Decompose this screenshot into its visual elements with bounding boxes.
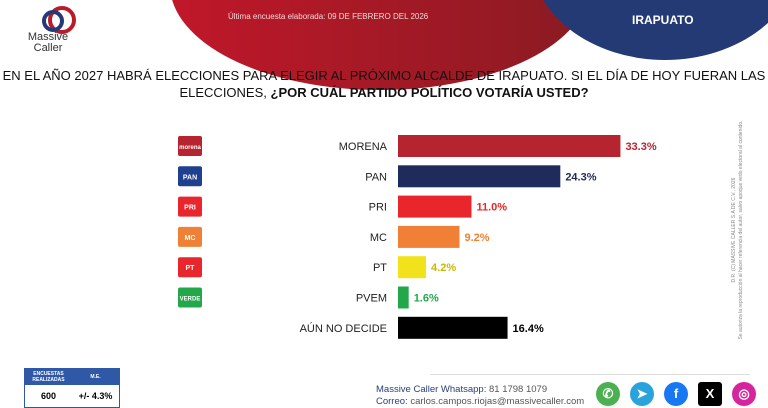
category-label: PAN <box>365 171 387 183</box>
x-icon[interactable]: X <box>698 382 722 406</box>
instagram-icon[interactable]: ◎ <box>732 382 756 406</box>
value-label: 24.3% <box>565 171 596 183</box>
whatsapp-number: 81 1798 1079 <box>489 384 548 395</box>
category-label: PT <box>373 262 387 274</box>
bar-morena <box>398 135 621 157</box>
question-text: EN EL AÑO 2027 HABRÁ ELECCIONES PARA ELE… <box>2 68 766 100</box>
party-logo-text: PT <box>186 265 196 272</box>
email-label: Correo: <box>376 396 408 407</box>
copyright-line: D.R. (C) MASSIVE CALLER S.A DE C.V., 202… <box>731 177 737 283</box>
whatsapp-label: Massive Caller Whatsapp: <box>376 384 487 395</box>
value-label: 16.4% <box>513 323 544 335</box>
party-logo-mc-icon <box>178 226 202 247</box>
sample-box: ENCUESTAS REALIZADAS M.E. 600 +/- 4.3% <box>24 368 120 408</box>
contact-info: Massive Caller Whatsapp: 81 1798 1079 Co… <box>376 384 584 408</box>
bar-pvem <box>398 286 409 309</box>
city-label: IRAPUATO <box>632 13 694 27</box>
sample-header: ENCUESTAS REALIZADAS <box>32 371 65 383</box>
footer-divider <box>430 374 750 375</box>
party-logo-text: morena <box>179 145 201 151</box>
massive-caller-logo: Massive Caller <box>18 6 78 54</box>
question-title: EN EL AÑO 2027 HABRÁ ELECCIONES PARA ELE… <box>0 67 768 101</box>
value-label: 33.3% <box>625 141 656 153</box>
reproduction-line: Se autoriza la reproducción al hacer ref… <box>738 120 744 340</box>
category-label: PRI <box>369 202 387 214</box>
value-label: 4.2% <box>431 262 456 274</box>
survey-date: Última encuesta elaborada: 09 DE FEBRERO… <box>228 12 429 21</box>
bar-mc <box>398 225 460 248</box>
party-logo-text: MC <box>185 235 196 242</box>
bar-pan <box>398 165 561 188</box>
party-logo-verde-icon <box>178 287 202 308</box>
margin-header: M.E. <box>90 374 101 380</box>
party-logo-text: PAN <box>183 174 197 181</box>
telegram-icon[interactable]: ➤ <box>630 382 654 406</box>
category-label: PVEM <box>356 293 387 305</box>
facebook-icon[interactable]: f <box>664 382 688 406</box>
logo-text-2: Caller <box>33 42 63 54</box>
copyright-note: D.R. (C) MASSIVE CALLER S.A DE C.V., 202… <box>731 120 745 339</box>
sample-size: 600 <box>40 391 57 401</box>
bar-pt <box>398 256 427 279</box>
category-label: MORENA <box>339 141 388 153</box>
bar-pri <box>398 195 472 218</box>
question-emphasis: ¿POR CUÁL PARTIDO POLÍTICO VOTARÍA USTED… <box>270 85 589 100</box>
party-logo-pri-icon <box>178 196 202 217</box>
party-logo-morena-icon <box>178 136 202 156</box>
logo-text-1: Massive <box>27 31 69 43</box>
party-logo-text: PRI <box>184 205 196 212</box>
value-label: 9.2% <box>464 232 489 244</box>
bar-aún-no-decide <box>398 316 508 339</box>
party-logo-text: VERDE <box>180 297 201 303</box>
value-label: 11.0% <box>476 202 507 214</box>
whatsapp-icon[interactable]: ✆ <box>596 382 620 406</box>
party-logo-pan-icon <box>178 166 202 187</box>
margin-error: +/- 4.3% <box>78 391 113 401</box>
party-logo-pt-icon <box>178 257 202 278</box>
email-link[interactable]: carlos.campos.riojas@massivecaller.com <box>410 396 585 407</box>
value-label: 1.6% <box>414 293 439 305</box>
logo-mark-icon <box>32 6 76 34</box>
category-label: MC <box>370 232 387 244</box>
category-label: AÚN NO DECIDE <box>300 322 387 335</box>
